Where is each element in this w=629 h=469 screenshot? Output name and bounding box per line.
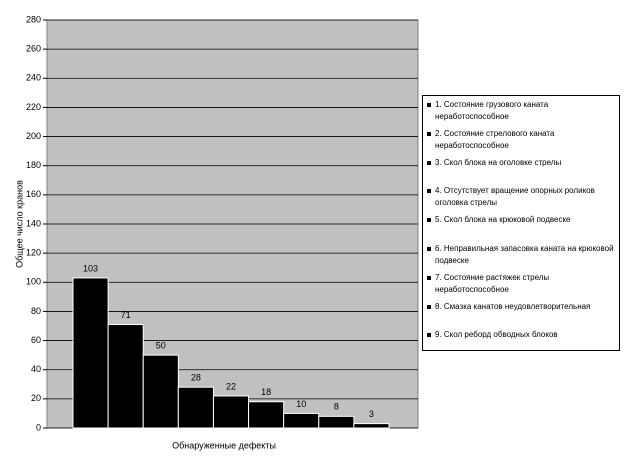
bar (353, 423, 390, 429)
y-tick-label: 160 (26, 189, 41, 199)
value-label: 28 (191, 373, 201, 383)
legend-item: 4. Отсутствует вращение опорных роликов … (427, 185, 617, 209)
legend-swatch (427, 103, 431, 107)
y-tick-label: 100 (26, 277, 41, 287)
legend-label: 5. Скол блока на крюковой подвеске (435, 215, 571, 225)
y-tick-label: 280 (26, 14, 41, 24)
legend-label: 7. Состояние растяжек стрелы неработоспо… (435, 272, 550, 294)
legend-item: 7. Состояние растяжек стрелы неработоспо… (427, 272, 617, 296)
legend-label: 3. Скол блока на оголовке стрелы (435, 157, 562, 167)
y-tick-label: 240 (26, 73, 41, 83)
legend-item: 8. Смазка канатов неудовлетворительная (427, 301, 617, 313)
bar (248, 401, 285, 429)
legend-item: 1. Состояние грузового каната неработосп… (427, 99, 617, 123)
value-label: 103 (83, 263, 98, 273)
bar (318, 415, 355, 429)
legend-swatch (427, 218, 431, 223)
value-label: 22 (226, 381, 236, 391)
bar (177, 386, 214, 429)
legend-item: 3. Скол блока на оголовке стрелы (427, 157, 617, 169)
legend-swatch (427, 189, 431, 194)
y-tick-label: 200 (26, 131, 41, 141)
legend-label: 2. Состояние стрелового каната неработос… (435, 128, 555, 150)
x-axis-label: Обнаруженные дефекты (172, 440, 276, 450)
y-axis-label: Общее число кранов (14, 180, 24, 268)
y-tick-label: 40 (31, 364, 41, 374)
legend: 1. Состояние грузового каната неработосп… (422, 95, 620, 351)
y-tick-label: 120 (26, 248, 41, 258)
y-tick-label: 0 (36, 422, 41, 432)
bar (72, 277, 109, 429)
legend-swatch (427, 131, 431, 136)
value-label: 3 (369, 409, 374, 419)
legend-swatch (427, 160, 431, 165)
legend-label: 4. Отсутствует вращение опорных роликов … (435, 186, 595, 208)
y-tick-label: 140 (26, 218, 41, 228)
value-label: 10 (296, 399, 306, 409)
value-label: 8 (334, 402, 339, 412)
legend-swatch (427, 247, 431, 251)
y-tick-label: 260 (26, 44, 41, 54)
value-label: 71 (121, 310, 131, 320)
legend-item: 2. Состояние стрелового каната неработос… (427, 128, 617, 152)
legend-swatch (427, 333, 431, 338)
bar (212, 395, 250, 429)
legend-item: 5. Скол блока на крюковой подвеске (427, 214, 617, 226)
y-tick-label: 180 (26, 160, 41, 170)
y-tick-label: 20 (31, 393, 41, 403)
legend-label: 1. Состояние грузового каната неработосп… (435, 100, 549, 121)
y-tick-label: 60 (31, 335, 41, 345)
legend-item: 6. Неправильная запасовка каната на крюк… (427, 243, 617, 267)
value-label: 18 (261, 387, 271, 397)
legend-label: 6. Неправильная запасовка каната на крюк… (435, 244, 614, 265)
y-tick-label: 80 (31, 306, 41, 316)
legend-item: 9. Скол реборд обводных блоков (427, 329, 617, 341)
legend-swatch (427, 304, 431, 309)
y-tick-label: 220 (26, 102, 41, 112)
legend-label: 8. Смазка канатов неудовлетворительная (435, 301, 591, 311)
legend-swatch (427, 275, 431, 280)
value-label: 50 (156, 341, 166, 351)
legend-label: 9. Скол реборд обводных блоков (435, 330, 558, 340)
bar (107, 324, 144, 429)
bar (283, 412, 320, 429)
bar (142, 354, 179, 429)
